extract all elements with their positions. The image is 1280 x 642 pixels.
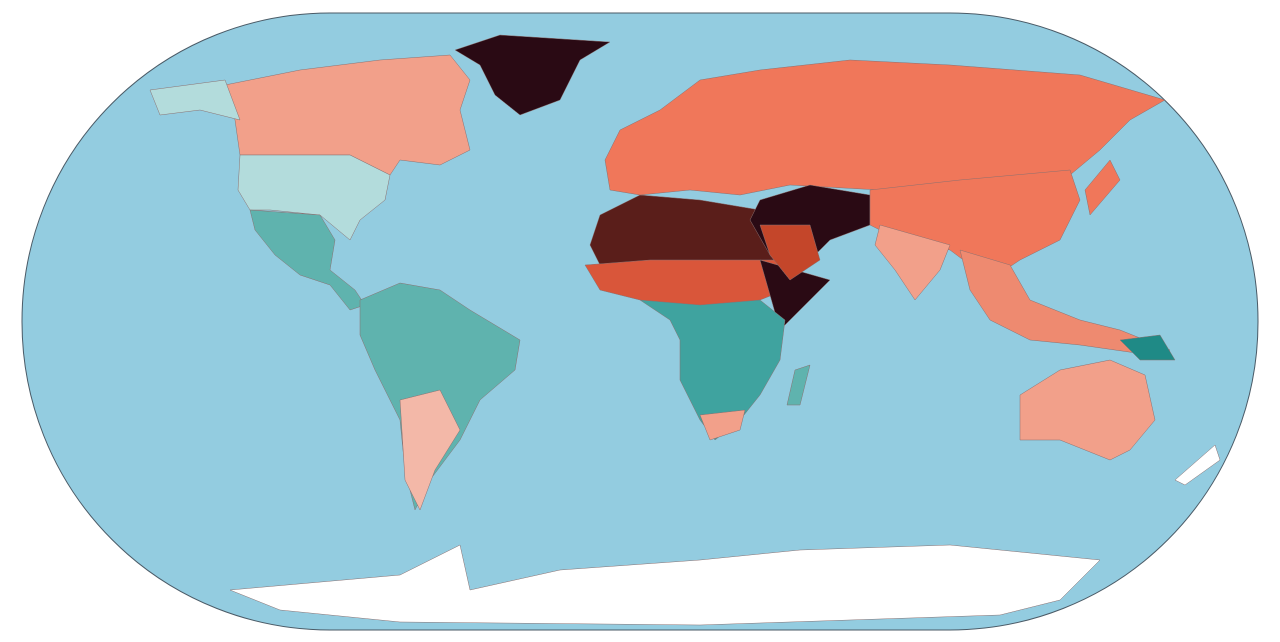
united-states <box>237 154 391 241</box>
india <box>874 224 951 301</box>
alaska <box>149 79 241 121</box>
papua-new-guinea <box>1119 334 1176 361</box>
australia <box>1019 359 1156 461</box>
madagascar <box>786 364 811 406</box>
arabia <box>759 224 821 281</box>
central-america <box>249 209 366 311</box>
horn-of-africa <box>759 259 831 331</box>
new-zealand <box>1174 444 1221 486</box>
south-africa <box>699 409 746 441</box>
land-masses <box>149 34 1221 626</box>
argentina <box>399 389 461 511</box>
greenland <box>454 34 611 116</box>
japan <box>1084 159 1121 216</box>
antarctica <box>229 544 1101 626</box>
europe-russia <box>604 59 1166 196</box>
